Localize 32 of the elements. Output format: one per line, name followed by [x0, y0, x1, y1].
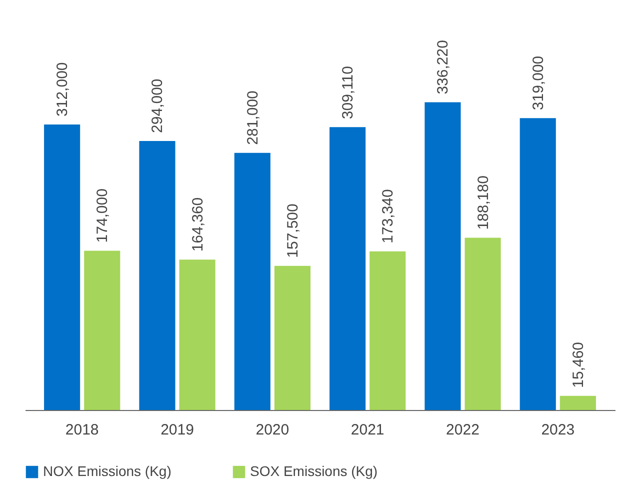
- data-label: 157,500: [284, 204, 302, 258]
- bar: [370, 251, 406, 410]
- legend-label: SOX Emissions (Kg): [250, 463, 378, 479]
- bar: [234, 152, 270, 410]
- bar: [84, 250, 120, 410]
- data-label: 294,000: [149, 78, 166, 133]
- data-label: 281,000: [244, 90, 262, 145]
- bar: [424, 102, 461, 410]
- data-label: 173,340: [380, 189, 397, 244]
- data-label: 319,000: [530, 56, 547, 110]
- x-tick-label: 2021: [350, 422, 384, 438]
- bar: [464, 238, 501, 410]
- x-tick-label: 2019: [160, 422, 194, 438]
- data-label: 312,000: [54, 62, 72, 116]
- data-label: 15,460: [570, 342, 587, 388]
- bar: [44, 124, 80, 410]
- x-tick-label: 2023: [541, 422, 575, 438]
- x-tick-label: 2018: [65, 422, 99, 438]
- x-tick-label: 2022: [446, 422, 480, 438]
- data-label: 164,360: [189, 197, 206, 252]
- data-label: 309,110: [340, 66, 357, 120]
- bar: [560, 396, 596, 410]
- x-tick-label: 2020: [256, 422, 290, 438]
- data-label: 188,180: [474, 176, 492, 230]
- bar: [520, 118, 556, 410]
- bar: [330, 127, 366, 410]
- bar: [179, 260, 216, 410]
- legend-label: NOX Emissions (Kg): [43, 463, 172, 479]
- data-label: 174,000: [94, 188, 112, 243]
- bar: [139, 140, 176, 410]
- data-label: 336,220: [434, 40, 452, 94]
- bar: [274, 266, 310, 410]
